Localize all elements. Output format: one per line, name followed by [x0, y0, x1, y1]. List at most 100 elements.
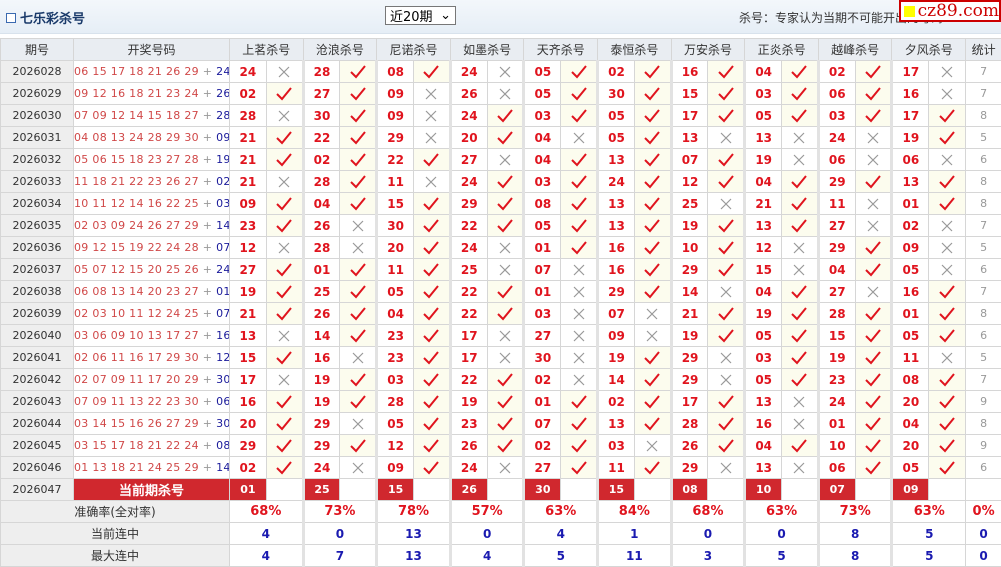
empty-cell — [561, 479, 598, 501]
period-cell: 2026042 — [1, 369, 74, 391]
check-icon — [570, 197, 588, 211]
stat-value: 0 — [303, 523, 377, 545]
cross-icon — [634, 325, 671, 347]
stat-cell: 7 — [966, 61, 1001, 83]
kill-number: 04 — [745, 435, 782, 457]
check-icon — [708, 391, 745, 413]
check-icon — [855, 391, 892, 413]
check-icon — [349, 109, 367, 123]
kill-number: 20 — [892, 391, 929, 413]
period-range-select[interactable]: 近20期⌄ — [385, 6, 456, 25]
stat-value: 3 — [671, 545, 745, 567]
draw-numbers: 09 12 16 18 21 23 24 — [74, 87, 199, 100]
kill-number: 17 — [892, 61, 929, 83]
kill-number: 05 — [377, 281, 414, 303]
cross-icon — [792, 263, 806, 277]
check-icon — [340, 369, 377, 391]
check-icon — [634, 61, 671, 83]
kill-number: 01 — [818, 413, 855, 435]
check-icon — [561, 61, 598, 83]
check-icon — [929, 105, 966, 127]
draw-numbers-cell: 04 08 13 24 28 29 30 + 09 — [74, 127, 230, 149]
kill-number: 15 — [818, 325, 855, 347]
stat-label: 最大连中 — [1, 545, 230, 567]
cross-icon — [708, 281, 745, 303]
stat-value: 5 — [892, 523, 966, 545]
stat-value: 4 — [450, 545, 524, 567]
check-icon — [782, 281, 819, 303]
period-cell: 2026030 — [1, 105, 74, 127]
check-icon — [929, 413, 966, 435]
check-icon — [929, 457, 966, 479]
kill-number: 16 — [598, 237, 635, 259]
kill-number: 04 — [377, 303, 414, 325]
check-icon — [414, 215, 451, 237]
check-icon — [864, 395, 882, 409]
kill-number: 29 — [598, 281, 635, 303]
cross-icon — [855, 281, 892, 303]
kill-number: 15 — [230, 347, 267, 369]
cross-icon — [572, 351, 586, 365]
check-icon — [708, 83, 745, 105]
plus-sign: + — [199, 153, 216, 166]
check-icon — [929, 435, 966, 457]
kill-number: 19 — [303, 391, 340, 413]
stat-total: 0 — [966, 545, 1001, 567]
check-icon — [855, 325, 892, 347]
cross-icon — [340, 237, 377, 259]
kill-number: 13 — [230, 325, 267, 347]
check-icon — [790, 197, 808, 211]
draw-numbers: 03 15 17 18 21 22 24 — [74, 439, 199, 452]
special-number: 19 — [216, 153, 229, 166]
cross-icon — [866, 219, 880, 233]
draw-numbers: 07 09 12 14 15 18 27 — [74, 109, 199, 122]
check-icon — [487, 413, 524, 435]
kill-number: 12 — [745, 237, 782, 259]
draw-numbers: 04 08 13 24 28 29 30 — [74, 131, 199, 144]
check-icon — [422, 263, 440, 277]
cross-icon — [719, 131, 733, 145]
check-icon — [414, 435, 451, 457]
check-icon — [855, 105, 892, 127]
check-icon — [864, 263, 882, 277]
cross-icon — [340, 215, 377, 237]
period-cell: 2026043 — [1, 391, 74, 413]
check-icon — [929, 325, 966, 347]
draw-numbers-cell: 03 15 17 18 21 22 24 + 08 — [74, 435, 230, 457]
cross-icon — [645, 329, 659, 343]
stat-value: 0 — [450, 523, 524, 545]
check-icon — [266, 127, 303, 149]
kill-number: 02 — [598, 391, 635, 413]
check-icon — [349, 65, 367, 79]
draw-numbers: 07 09 11 13 22 23 30 — [74, 395, 199, 408]
col-stat: 统计 — [966, 39, 1001, 61]
kill-number: 05 — [892, 457, 929, 479]
period-cell: 2026037 — [1, 259, 74, 281]
kill-number: 13 — [745, 457, 782, 479]
cross-icon — [561, 259, 598, 281]
check-icon — [864, 65, 882, 79]
kill-number: 28 — [303, 171, 340, 193]
cross-icon — [277, 241, 291, 255]
current-kill-number: 07 — [818, 479, 855, 501]
check-icon — [855, 413, 892, 435]
kill-number: 21 — [230, 127, 267, 149]
check-icon — [717, 219, 735, 233]
cross-icon — [498, 329, 512, 343]
draw-numbers-cell: 06 15 17 18 21 26 29 + 24 — [74, 61, 230, 83]
stat-cell: 8 — [966, 303, 1001, 325]
kill-number: 04 — [745, 171, 782, 193]
check-icon — [717, 175, 735, 189]
kill-number: 19 — [671, 325, 708, 347]
kill-number: 04 — [303, 193, 340, 215]
plus-sign: + — [199, 417, 216, 430]
empty-cell — [414, 479, 451, 501]
plus-sign: + — [199, 439, 216, 452]
draw-numbers-cell: 11 18 21 22 23 26 27 + 02 — [74, 171, 230, 193]
check-icon — [782, 325, 819, 347]
check-icon — [790, 65, 808, 79]
check-icon — [708, 171, 745, 193]
cross-icon — [940, 65, 954, 79]
